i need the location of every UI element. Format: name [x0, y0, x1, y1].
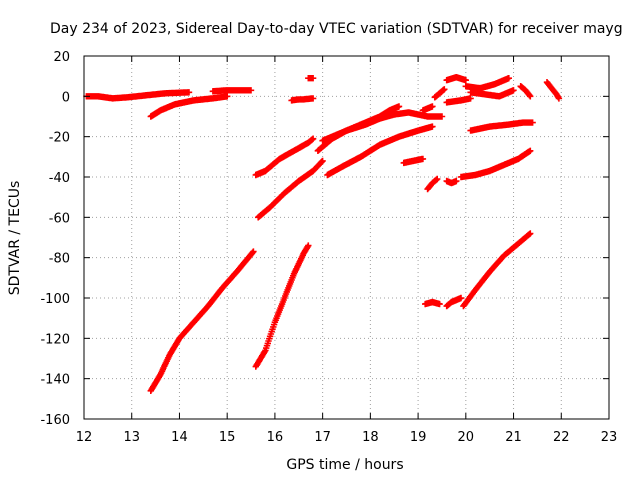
x-tick-label: 17 [314, 430, 331, 445]
data-point-markers [424, 175, 441, 193]
series-arc-20 [462, 75, 512, 92]
data-point-markers [252, 135, 317, 179]
y-tick-label: -80 [49, 252, 70, 267]
data-point-markers [305, 75, 317, 82]
series-arc-04 [209, 87, 255, 95]
series-arc-12 [319, 103, 403, 144]
y-tick-label: 0 [62, 90, 70, 105]
series-arc-07 [255, 157, 326, 221]
y-tick-label: -100 [40, 292, 70, 307]
x-tick-label: 19 [410, 430, 427, 445]
data-point-markers [443, 177, 460, 187]
y-tick-label: -160 [40, 413, 70, 428]
data-point-markers [209, 87, 255, 95]
data-point-markers [443, 294, 465, 310]
x-tick-label: 20 [458, 430, 475, 445]
data-point-markers [422, 298, 443, 308]
data-point-markers [517, 83, 534, 100]
series-arc-24 [467, 119, 536, 134]
x-tick-label: 23 [601, 430, 618, 445]
data-point-markers [431, 86, 448, 101]
series-arc-10 [305, 75, 317, 82]
series-arc-21 [467, 87, 517, 100]
data-point-markers [83, 92, 150, 102]
data-point-markers [443, 95, 474, 106]
series-arc-27 [460, 230, 534, 310]
y-axis-title: SDTVAR / TECUs [7, 181, 23, 296]
data-point-markers [319, 103, 403, 144]
data-point-markers [467, 119, 536, 134]
data-point-markers [400, 155, 427, 167]
data-point-markers [288, 95, 317, 104]
data-point-markers [324, 123, 436, 179]
data-point-markers [462, 75, 512, 92]
x-tick-label: 21 [505, 430, 522, 445]
series-arc-03 [147, 93, 231, 120]
data-point-markers [467, 87, 517, 100]
plot-frame [83, 55, 610, 420]
data-point-markers [252, 242, 312, 370]
series-arc-15 [424, 175, 441, 193]
tick-labels: 12 13 14 15 16 17 18 19 20 21 22 23 20 0 -20 -40 -60 -80 -… [40, 50, 617, 445]
data-point-markers [543, 79, 563, 102]
data-point-markers [419, 103, 436, 114]
x-tick-label: 18 [362, 430, 379, 445]
series-arc-29 [543, 79, 563, 102]
series-arc-22 [443, 177, 460, 187]
series-arc-19 [443, 95, 474, 106]
series-arc-01 [83, 92, 150, 102]
series-arc-09 [288, 95, 317, 104]
series-arc-23 [457, 147, 534, 181]
series-arc-17 [431, 86, 448, 101]
data-point-markers [142, 89, 193, 99]
y-tick-label: -40 [49, 171, 70, 186]
y-tick-label: -20 [49, 131, 70, 146]
series-arc-05 [147, 248, 257, 394]
data-point-markers [255, 157, 326, 221]
x-tick-label: 15 [219, 430, 236, 445]
y-tick-label: -60 [49, 211, 70, 226]
series-arc-13 [324, 123, 436, 179]
data-points [83, 74, 563, 394]
y-tick-label: -140 [40, 373, 70, 388]
y-tick-label: -120 [40, 332, 70, 347]
series-arc-14 [400, 155, 427, 167]
y-tick-label: 20 [53, 50, 70, 65]
x-tick-label: 13 [123, 430, 140, 445]
series-arc-02 [142, 89, 193, 99]
series-arc-18 [443, 74, 469, 84]
data-point-markers [147, 248, 257, 394]
series-arc-28 [517, 83, 534, 100]
series-arc-08 [252, 135, 317, 179]
series-arc-16 [419, 103, 436, 114]
axis-ticks [83, 55, 610, 420]
x-tick-label: 12 [76, 430, 93, 445]
x-tick-label: 14 [171, 430, 188, 445]
data-point-markers [147, 93, 231, 120]
data-point-markers [443, 74, 469, 84]
data-point-markers [457, 147, 534, 181]
x-tick-label: 16 [267, 430, 284, 445]
data-point-markers [460, 230, 534, 310]
x-tick-label: 22 [553, 430, 570, 445]
chart-title: Day 234 of 2023, Sidereal Day-to-day VTE… [50, 21, 623, 37]
series-arc-26 [443, 294, 465, 310]
series-arc-25 [422, 298, 443, 308]
series-arc-06 [252, 242, 312, 370]
x-axis-title: GPS time / hours [286, 457, 403, 473]
